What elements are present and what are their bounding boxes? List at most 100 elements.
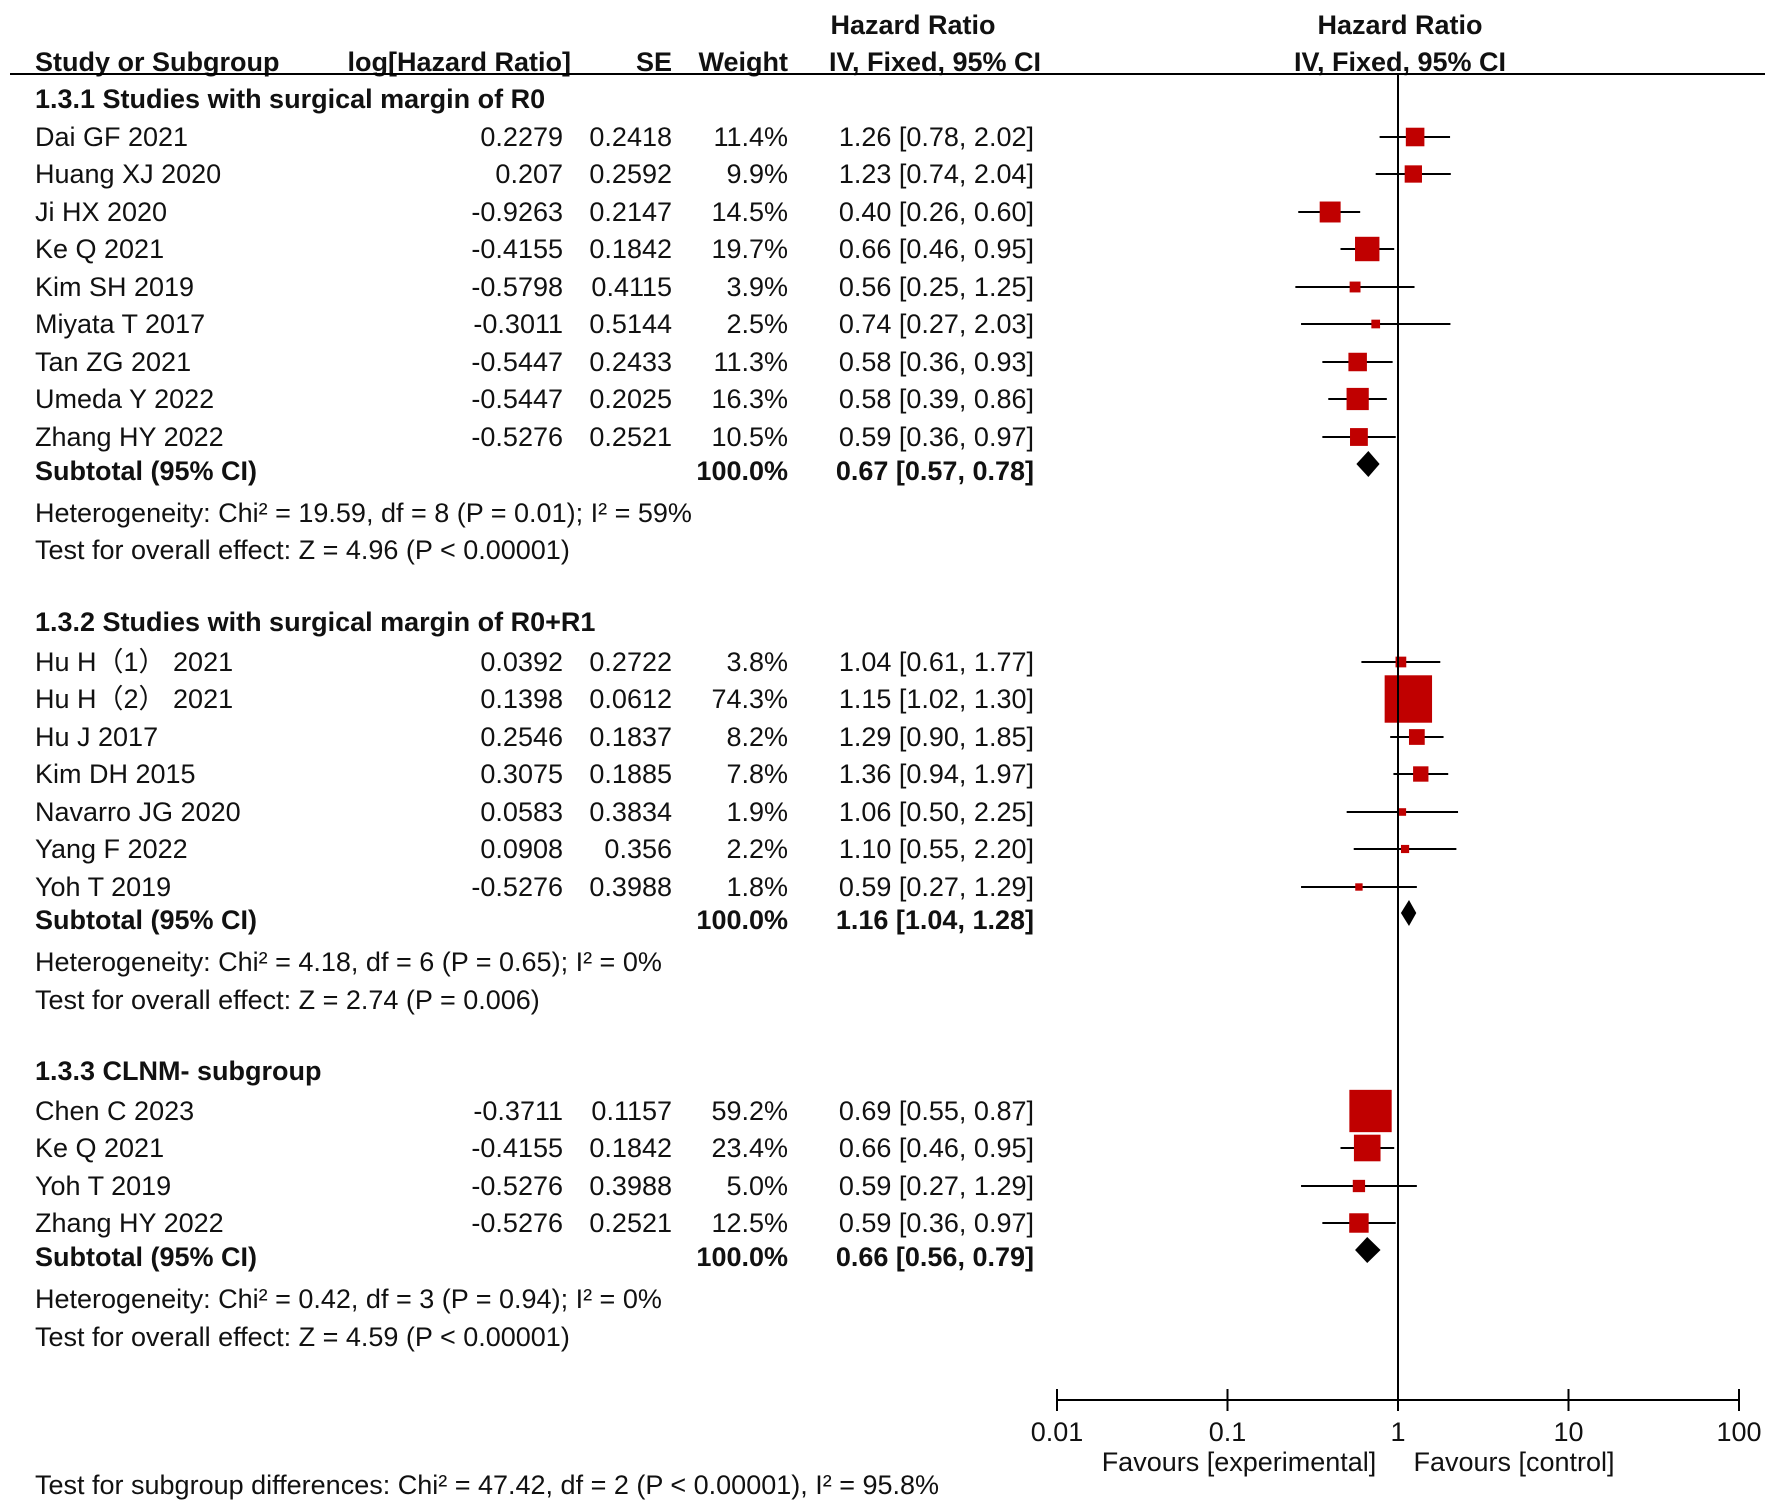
subgroup-title: 1.3.2 Studies with surgical margin of R0… — [35, 607, 595, 637]
study-ci: 0.66 [0.46, 0.95] — [839, 234, 1034, 264]
study-name: Ke Q 2021 — [35, 234, 164, 264]
effect-square — [1349, 1213, 1369, 1233]
study-ci: 1.10 [0.55, 2.20] — [839, 834, 1034, 864]
subtotal-weight: 100.0% — [696, 905, 788, 935]
header-study: Study or Subgroup — [35, 47, 279, 77]
study-weight: 14.5% — [711, 197, 788, 227]
study-log-hr: 0.0908 — [480, 834, 563, 864]
study-log-hr: 0.2279 — [480, 122, 563, 152]
study-log-hr: -0.4155 — [471, 234, 563, 264]
subtotal-diamond — [1355, 1237, 1381, 1263]
header-hazard-ratio: Hazard Ratio — [830, 10, 995, 40]
study-se: 0.1842 — [589, 234, 672, 264]
study-weight: 2.5% — [726, 309, 788, 339]
study-name: Hu J 2017 — [35, 722, 158, 752]
study-log-hr: -0.5276 — [471, 1171, 563, 1201]
effect-square — [1349, 1089, 1392, 1133]
study-se: 0.4115 — [591, 272, 672, 302]
study-log-hr: -0.4155 — [471, 1133, 563, 1163]
study-weight: 1.9% — [726, 797, 788, 827]
x-axis-tick-label: 1 — [1390, 1417, 1405, 1447]
effect-square — [1371, 319, 1381, 329]
study-se: 0.2433 — [589, 347, 672, 377]
study-name: Yoh T 2019 — [35, 872, 171, 902]
effect-square — [1405, 127, 1425, 147]
study-log-hr: -0.3711 — [473, 1096, 563, 1126]
heterogeneity-text: Heterogeneity: Chi² = 19.59, df = 8 (P =… — [35, 498, 692, 528]
effect-square — [1398, 808, 1407, 816]
study-log-hr: 0.1398 — [480, 684, 563, 714]
study-se: 0.5144 — [589, 309, 672, 339]
study-ci: 0.69 [0.55, 0.87] — [839, 1096, 1034, 1126]
study-ci: 1.36 [0.94, 1.97] — [839, 759, 1034, 789]
study-ci: 0.66 [0.46, 0.95] — [839, 1133, 1034, 1163]
study-log-hr: 0.2546 — [480, 722, 563, 752]
study-ci: 0.56 [0.25, 1.25] — [839, 272, 1034, 302]
overall-effect-text: Test for overall effect: Z = 4.59 (P < 0… — [35, 1322, 570, 1352]
header-weight: Weight — [699, 47, 789, 77]
subtotal-weight: 100.0% — [696, 1242, 788, 1272]
subgroup-title: 1.3.3 CLNM- subgroup — [35, 1056, 322, 1086]
study-name: Chen C 2023 — [35, 1096, 194, 1126]
study-weight: 23.4% — [711, 1133, 788, 1163]
effect-square — [1350, 428, 1368, 446]
study-name: Miyata T 2017 — [35, 309, 205, 339]
study-name: Tan ZG 2021 — [35, 347, 191, 377]
study-weight: 8.2% — [726, 722, 788, 752]
study-name: Hu H（1） 2021 — [35, 647, 233, 677]
subtotal-ci: 0.66 [0.56, 0.79] — [836, 1242, 1034, 1272]
overall-effect-text: Test for overall effect: Z = 4.96 (P < 0… — [35, 535, 570, 565]
effect-square — [1353, 1134, 1381, 1162]
study-ci: 0.58 [0.36, 0.93] — [839, 347, 1034, 377]
study-name: Zhang HY 2022 — [35, 1208, 224, 1238]
x-axis-tick-label: 100 — [1716, 1417, 1761, 1447]
study-name: Dai GF 2021 — [35, 122, 188, 152]
study-ci: 0.59 [0.36, 0.97] — [839, 1208, 1034, 1238]
study-se: 0.3834 — [589, 797, 672, 827]
study-ci: 0.59 [0.27, 1.29] — [839, 1171, 1034, 1201]
subtotal-weight: 100.0% — [696, 456, 788, 486]
header-plot-ci: IV, Fixed, 95% CI — [1294, 47, 1506, 77]
subtotal-diamond — [1400, 900, 1417, 926]
effect-square — [1384, 675, 1433, 723]
study-weight: 74.3% — [711, 684, 788, 714]
study-name: Kim SH 2019 — [35, 272, 194, 302]
subtotal-ci: 1.16 [1.04, 1.28] — [836, 905, 1034, 935]
study-se: 0.2521 — [589, 422, 672, 452]
study-se: 0.1885 — [589, 759, 672, 789]
overall-effect-text: Test for overall effect: Z = 2.74 (P = 0… — [35, 985, 540, 1015]
subtotal-diamond — [1356, 451, 1380, 477]
study-se: 0.1837 — [589, 722, 672, 752]
study-log-hr: 0.0583 — [480, 797, 563, 827]
study-log-hr: -0.9263 — [471, 197, 563, 227]
study-se: 0.2722 — [589, 647, 672, 677]
study-name: Umeda Y 2022 — [35, 384, 214, 414]
x-axis-tick-label: 0.01 — [1031, 1417, 1084, 1447]
favours-control-label: Favours [control] — [1413, 1447, 1614, 1477]
study-se: 0.1157 — [591, 1096, 672, 1126]
study-name: Navarro JG 2020 — [35, 797, 241, 827]
study-ci: 1.15 [1.02, 1.30] — [839, 684, 1034, 714]
study-se: 0.2521 — [589, 1208, 672, 1238]
study-log-hr: 0.0392 — [480, 647, 563, 677]
effect-square — [1413, 766, 1429, 782]
study-ci: 1.23 [0.74, 2.04] — [839, 159, 1034, 189]
study-se: 0.0612 — [589, 684, 672, 714]
study-weight: 5.0% — [726, 1171, 788, 1201]
study-log-hr: -0.5276 — [471, 422, 563, 452]
effect-square — [1355, 883, 1363, 891]
study-ci: 1.04 [0.61, 1.77] — [839, 647, 1034, 677]
x-axis-tick-label: 10 — [1553, 1417, 1583, 1447]
study-se: 0.2418 — [589, 122, 672, 152]
study-log-hr: -0.5276 — [471, 1208, 563, 1238]
effect-square — [1349, 281, 1361, 293]
effect-square — [1395, 656, 1407, 668]
study-name: Kim DH 2015 — [35, 759, 196, 789]
study-name: Zhang HY 2022 — [35, 422, 224, 452]
study-name: Ke Q 2021 — [35, 1133, 164, 1163]
study-weight: 3.8% — [726, 647, 788, 677]
study-weight: 3.9% — [726, 272, 788, 302]
study-ci: 0.74 [0.27, 2.03] — [839, 309, 1034, 339]
subtotal-ci: 0.67 [0.57, 0.78] — [836, 456, 1034, 486]
